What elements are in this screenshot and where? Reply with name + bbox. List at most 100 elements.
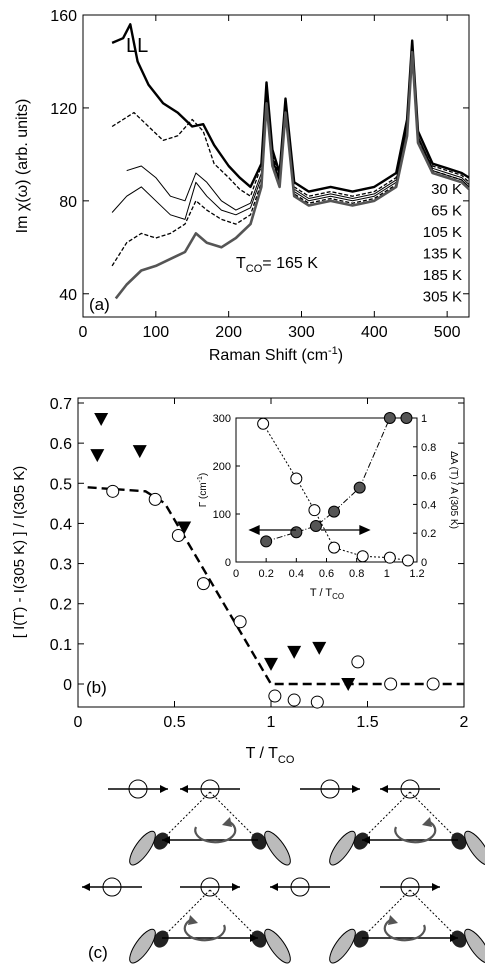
y-tick-label: 0.3	[50, 557, 72, 574]
circle-marker	[384, 677, 398, 691]
bond-dotted	[361, 791, 411, 841]
inset-open-marker	[308, 504, 321, 517]
inset-ylabel-left: Γ (cm-1)	[197, 473, 209, 508]
panel-b-series	[87, 413, 464, 709]
molecule-light	[129, 830, 156, 866]
panel-b-intensity-ratio: 0 0.5 1 1.5 2 0 0.1 0.2 0.3 0.4 0.5 0.6 0.7 (b) T / …	[11, 396, 469, 766]
circle-marker	[148, 492, 162, 506]
x-tick-label: 500	[434, 324, 461, 341]
circle-marker	[426, 677, 440, 691]
arrow-head	[450, 934, 458, 942]
panel-a-xlabel: Raman Shift (cm-1)	[209, 345, 343, 364]
arrow-head	[82, 883, 90, 891]
y-tick-label: 0.2	[50, 597, 72, 614]
panel-a-temperature-labels: 30 K 65 K 105 K 135 K 185 K 305 K	[423, 181, 462, 306]
x-tick-label: 0.5	[163, 714, 185, 731]
x-tick-label: 300	[288, 324, 315, 341]
x-tick-label: 200	[215, 324, 242, 341]
panel-b-label: (b)	[86, 678, 107, 697]
triangle-marker	[94, 413, 109, 427]
rotation-arc	[194, 820, 237, 844]
x-tick-label: 400	[361, 324, 388, 341]
molecule-dark	[451, 832, 467, 850]
rotation-arc	[394, 820, 437, 844]
molecule-light	[329, 928, 356, 964]
bond-dotted	[409, 889, 459, 939]
molecule-dark	[153, 930, 169, 948]
inset-plot: 0 0.2 0.4 0.6 0.8 1 1.2010020030000.20.40.60.8…	[197, 412, 459, 601]
triangle-marker	[312, 641, 327, 655]
inset-xlabel: T / TCO	[310, 587, 344, 601]
molecular-cluster	[329, 779, 485, 866]
y-tick-label: 120	[50, 101, 77, 118]
panel-c-schematic	[82, 779, 485, 964]
panel-a-series	[111, 23, 470, 300]
x-tick-label: 100	[142, 324, 169, 341]
inset-x-tick-label: 0.4	[289, 568, 304, 580]
panel-c-label: (c)	[88, 943, 108, 962]
y-tick-label: 0.4	[50, 516, 72, 533]
y-tick-label: 0	[63, 677, 72, 694]
inset-x-tick-label: 0.2	[259, 568, 274, 580]
panel-a-annotation: LL	[126, 35, 148, 57]
inset-x-tick-label: 0.6	[319, 568, 334, 580]
molecule-light	[329, 830, 356, 866]
inset-ylabel-right: ΔA (T) / A (305 K)	[448, 451, 459, 529]
inset-x-tick-label: 1.2	[409, 568, 424, 580]
inset-open-marker	[257, 417, 270, 430]
triangle-marker	[132, 445, 147, 459]
panel-a-label: (a)	[89, 295, 110, 314]
y-tick-label: 0.1	[50, 637, 72, 654]
y-tick-label: 0.7	[50, 396, 72, 413]
temperature-label: 30 K	[431, 181, 462, 198]
panel-a-ticks: 0 100 200 300 400 500 40 80 120 160	[50, 8, 469, 341]
arrow-head	[270, 883, 278, 891]
inset-filled-marker	[309, 520, 322, 532]
arrow-head	[232, 883, 240, 891]
inset-open-marker	[328, 541, 341, 554]
inset-y2-tick-label: 0.4	[421, 499, 436, 511]
circle-marker	[310, 695, 324, 709]
bond-dotted	[161, 889, 211, 939]
temperature-label: 105 K	[423, 224, 462, 241]
triangle-marker	[341, 678, 356, 691]
temperature-label: 185 K	[423, 267, 462, 284]
arrow-head	[432, 883, 440, 891]
molecule-dark	[251, 930, 267, 948]
panel-a-tco-label: TCO= 165 K	[236, 255, 318, 275]
arrow-head	[380, 785, 388, 793]
bond-dotted	[209, 791, 259, 841]
inset-y-tick-label: 200	[213, 461, 231, 473]
circle-marker	[106, 484, 120, 498]
inset-x-tick-label: 1	[384, 568, 390, 580]
rotation-arrowhead	[388, 915, 398, 925]
inset-y-tick-label: 100	[213, 509, 231, 521]
circle-marker	[196, 577, 210, 591]
arrow-head	[160, 785, 168, 793]
inset-y-tick-label: 300	[213, 413, 231, 425]
molecule-light	[264, 830, 291, 866]
panel-b-ticks: 0 0.5 1 1.5 2 0 0.1 0.2 0.3 0.4 0.5 0.6 0.7	[50, 396, 469, 731]
inset-filled-marker	[260, 535, 273, 548]
x-tick-label: 1.5	[356, 714, 378, 731]
inset-y2-tick-label: 0	[421, 557, 427, 569]
inset-open-marker	[356, 550, 369, 563]
x-tick-label: 2	[460, 714, 469, 731]
y-tick-label: 0.6	[50, 436, 72, 453]
molecule-light	[264, 928, 291, 964]
inset-filled-marker	[400, 412, 413, 424]
arrow-head	[180, 785, 188, 793]
circle-marker	[233, 615, 247, 629]
rotation-arc	[183, 918, 226, 942]
molecule-dark	[353, 832, 369, 850]
triangle-marker	[287, 645, 302, 659]
bond-dotted	[409, 791, 459, 841]
circle-marker	[351, 655, 365, 669]
rotation-arc	[383, 918, 426, 942]
panel-a-ylabel: Im χ(ω) (arb. units)	[14, 99, 31, 234]
rotation-arrowhead	[222, 817, 232, 827]
molecule-dark	[353, 930, 369, 948]
bond-dotted	[209, 889, 259, 939]
bond-dotted	[161, 791, 211, 841]
